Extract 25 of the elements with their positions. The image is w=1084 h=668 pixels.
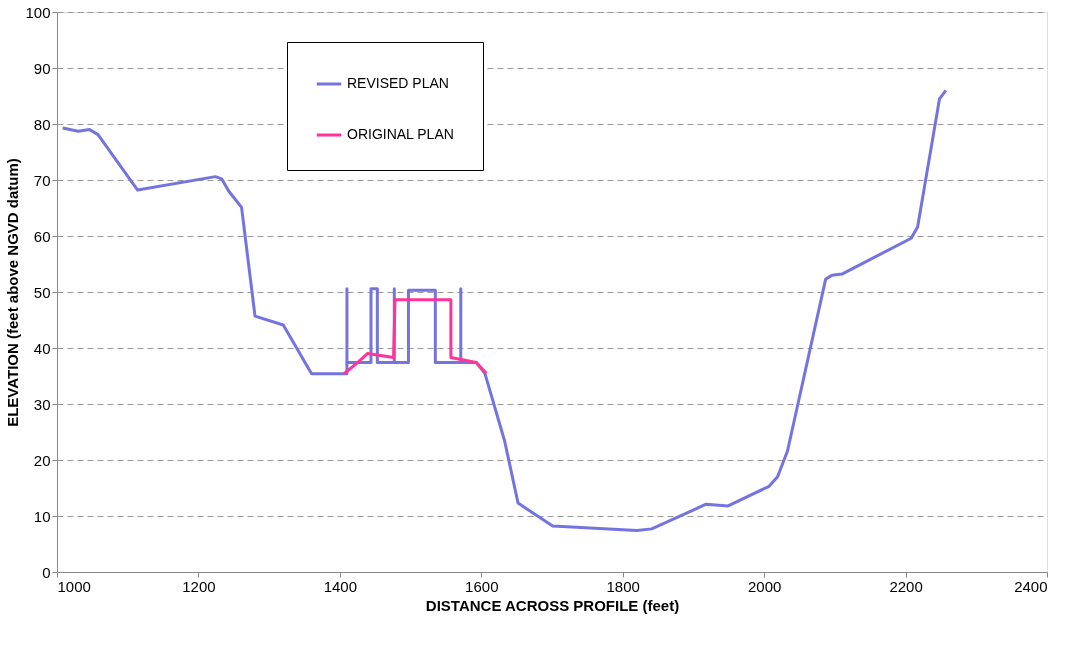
y-tick-label: 50 bbox=[33, 283, 51, 301]
line-series bbox=[61, 88, 948, 533]
y-axis-title: ELEVATION (feet above NGVD datum) bbox=[4, 158, 22, 427]
y-tick-label: 40 bbox=[33, 339, 51, 357]
y-tick-label: 60 bbox=[33, 227, 51, 245]
y-tick-label: 90 bbox=[33, 59, 51, 77]
x-tick-label: 1800 bbox=[606, 577, 640, 595]
y-tick-label: 70 bbox=[33, 171, 51, 189]
legend-label: REVISED PLAN bbox=[347, 75, 449, 91]
x-tick-label: 1400 bbox=[323, 577, 358, 595]
y-tick-label: 20 bbox=[33, 451, 51, 469]
y-tick-label: 10 bbox=[33, 507, 51, 525]
x-tick-label: 1600 bbox=[465, 577, 499, 595]
y-tick-label: 80 bbox=[33, 115, 51, 133]
x-tick-label: 2200 bbox=[889, 577, 923, 595]
x-tick-label: 1200 bbox=[182, 577, 216, 595]
legend-label: ORIGINAL PLAN bbox=[347, 126, 454, 142]
y-tick-label: 100 bbox=[25, 3, 51, 21]
y-tick-label: 30 bbox=[33, 395, 51, 413]
x-tick-label: 2400 bbox=[1014, 577, 1048, 595]
x-tick-label: 1000 bbox=[57, 577, 91, 595]
line-series bbox=[342, 298, 488, 376]
x-tick-label: 2000 bbox=[747, 577, 782, 595]
x-axis-title: DISTANCE ACROSS PROFILE (feet) bbox=[425, 596, 680, 614]
y-tick-label: 0 bbox=[42, 563, 51, 581]
